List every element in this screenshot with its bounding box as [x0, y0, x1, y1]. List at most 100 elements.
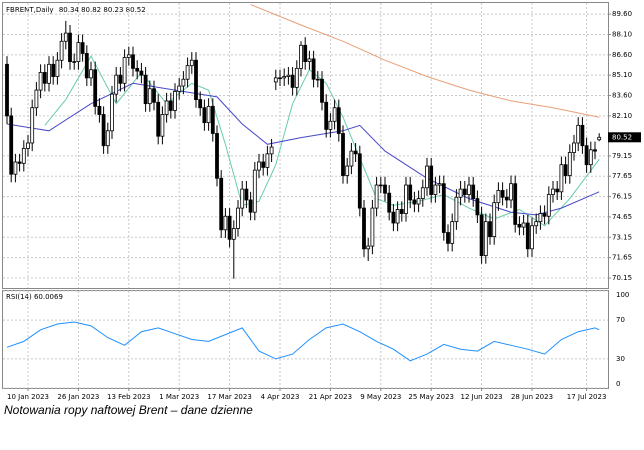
candle-body — [160, 114, 165, 137]
candle-body — [517, 223, 522, 228]
candle-body — [219, 177, 224, 231]
candle-body — [5, 63, 9, 117]
candle-body — [416, 198, 421, 205]
y-tick-label: 83.60 — [612, 92, 632, 100]
candle-body — [152, 88, 156, 103]
candle-body — [30, 107, 35, 144]
candle-body — [479, 214, 484, 256]
candle-body — [391, 211, 396, 224]
candle-body — [341, 133, 345, 176]
x-tick-label: 26 Jan 2023 — [57, 393, 99, 401]
candle-body — [538, 213, 543, 223]
candle-body — [84, 53, 89, 79]
candle-body — [244, 188, 249, 201]
caption: Notowania ropy naftowej Brent – dane dzi… — [4, 403, 253, 417]
candle-body — [307, 58, 312, 63]
candle-body — [362, 207, 366, 250]
candle-body — [210, 105, 215, 134]
x-tick-label: 28 Jun 2023 — [511, 393, 553, 401]
candle-body — [147, 88, 152, 105]
candle-body — [173, 91, 177, 111]
candle-body — [542, 213, 547, 217]
candle-body — [143, 74, 148, 105]
header: FBRENT,Daily 80.34 80.82 80.23 80.52 — [6, 6, 146, 14]
rsi-line — [6, 321, 600, 362]
x-tick-label: 10 Jan 2023 — [7, 393, 49, 401]
x-tick-label: 25 May 2023 — [408, 393, 454, 401]
candle-body — [299, 44, 303, 69]
candle-body — [471, 184, 476, 200]
candle-body — [72, 61, 77, 63]
candle-body — [374, 184, 379, 209]
candle-body — [534, 221, 539, 227]
candle-body — [588, 149, 593, 166]
x-tick-label: 13 Feb 2023 — [107, 393, 151, 401]
candle-body — [433, 184, 438, 195]
candle-body — [42, 72, 47, 84]
y-tick-label: 88.10 — [612, 30, 632, 38]
y-tick-label: 70.15 — [612, 274, 632, 282]
candle-body — [38, 72, 43, 91]
moving-average — [250, 4, 600, 118]
candle-body — [177, 85, 182, 92]
candle-body — [458, 188, 463, 198]
candle-body — [353, 150, 358, 155]
candle-body — [47, 63, 51, 84]
rsi-tick-label: 100 — [616, 291, 629, 299]
candle-body — [156, 101, 161, 137]
candle-body — [269, 146, 274, 155]
candle-body — [76, 42, 81, 63]
x-tick-label: 12 Jun 2023 — [461, 393, 503, 401]
candle-body — [139, 70, 144, 76]
grid — [3, 3, 608, 389]
candle-body — [462, 188, 467, 195]
x-tick-label: 4 Apr 2023 — [261, 393, 300, 401]
candle-body — [51, 63, 56, 77]
open-value: 80.34 — [59, 6, 80, 14]
candle-body — [101, 114, 106, 147]
candle-body — [387, 192, 392, 213]
candle-body — [504, 196, 509, 201]
x-tick-label: 9 May 2023 — [360, 393, 401, 401]
candle-body — [555, 188, 560, 193]
rsi-tick-label: 70 — [616, 316, 625, 324]
candle-body — [185, 65, 190, 80]
candle-body — [303, 44, 308, 63]
candle-body — [467, 184, 471, 195]
candle-body — [13, 161, 18, 175]
candle-body — [559, 164, 564, 193]
candle-body — [26, 142, 30, 149]
rsi-title: RSI(14) 60.0069 — [6, 293, 63, 301]
y-tick-label: 82.10 — [612, 112, 632, 120]
candle-body — [349, 150, 354, 167]
rsi-panel — [2, 290, 609, 389]
candle-body — [240, 188, 245, 209]
candle-body — [500, 190, 505, 198]
candle-body — [311, 58, 316, 80]
candle-body — [383, 184, 387, 194]
y-tick-label: 77.65 — [612, 172, 632, 180]
candle-body — [34, 89, 39, 109]
candle-body — [126, 54, 131, 58]
candle-body — [168, 100, 173, 111]
candle-body — [265, 153, 270, 168]
candle-body — [324, 101, 329, 130]
candle-body — [509, 183, 513, 201]
candle-body — [446, 232, 450, 244]
candle-body — [273, 77, 278, 83]
candle-body — [357, 153, 362, 209]
candle-body — [412, 199, 417, 205]
candle-body — [194, 59, 198, 100]
x-tick-label: 17 Jul 2023 — [567, 393, 607, 401]
candle-body — [567, 152, 572, 176]
candle-body — [261, 161, 266, 168]
x-tick-label: 1 Mar 2023 — [159, 393, 199, 401]
candle-body — [294, 67, 299, 88]
candle-body — [231, 228, 236, 240]
candle-body — [525, 222, 530, 250]
y-tick-label: 86.60 — [612, 51, 632, 59]
candle-body — [223, 215, 228, 231]
candle-body — [576, 124, 581, 144]
candle-body — [332, 107, 337, 122]
candle-body — [206, 105, 211, 124]
